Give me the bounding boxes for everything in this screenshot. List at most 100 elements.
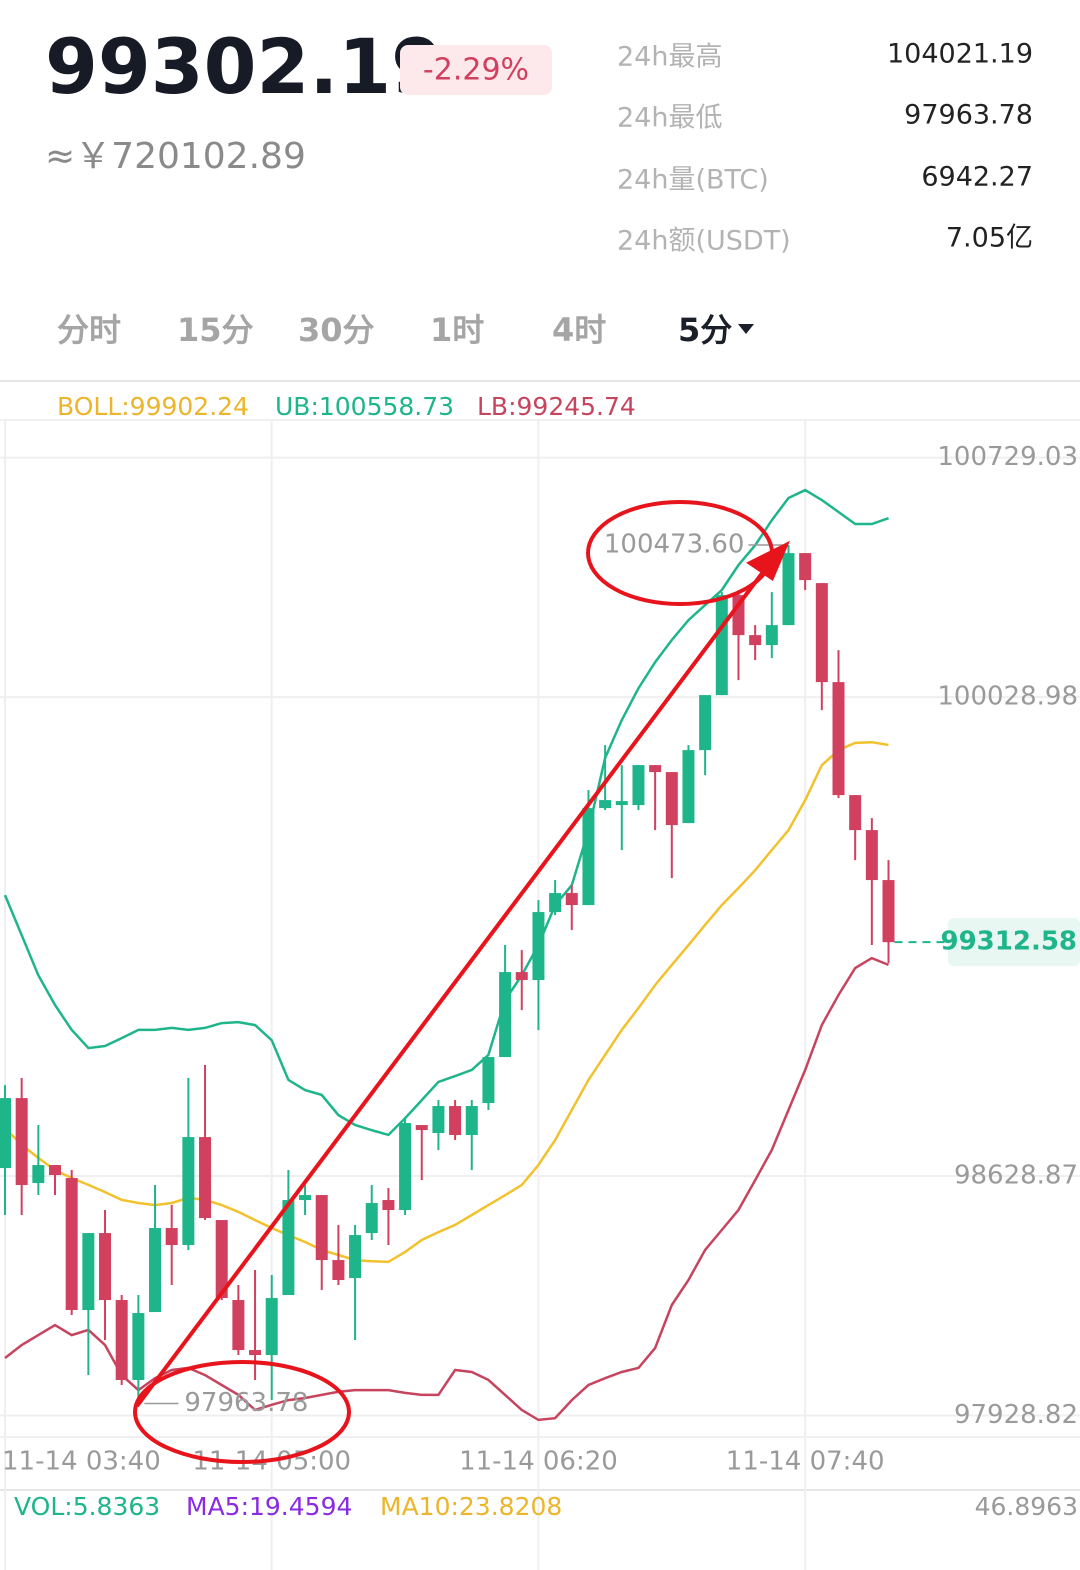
change: -2.29% [423, 53, 529, 88]
x-tick-label: 11-14 07:40 [726, 1447, 885, 1477]
volume-legend: MA10:23.8208 [380, 1492, 562, 1521]
volume-max: 46.8963 [975, 1492, 1078, 1521]
max-label: 100473.60 [604, 529, 745, 559]
circle [133, 1360, 351, 1464]
candle-body [549, 893, 562, 913]
candle-body [815, 583, 828, 683]
min-label: 97963.78 [184, 1388, 308, 1418]
tab[interactable]: 5分 [678, 311, 732, 349]
x-tick-label: 11-14 06:20 [459, 1447, 618, 1477]
candle-body [749, 635, 762, 646]
candle-body [765, 625, 778, 646]
stat-value: 104021.19 [887, 39, 1033, 70]
y-tick-label: 97928.82 [954, 1400, 1078, 1430]
candle-body [365, 1203, 378, 1234]
legend-item: UB:100558.73 [275, 392, 454, 421]
stats: 24h最高 104021.19 24h最低 97963.78 24h量(BTC) 6942… [617, 39, 1033, 257]
tabs: 分时 15分 30分 1时 4时 5分 [57, 311, 754, 349]
candle-body [32, 1165, 45, 1184]
tab[interactable]: 30分 [298, 311, 375, 349]
candle-body [665, 772, 678, 826]
change-badge [400, 45, 552, 95]
candle-body [265, 1298, 278, 1356]
tab[interactable]: 4时 [552, 311, 606, 349]
candle-body [449, 1106, 462, 1136]
y-tick-label: 100729.03 [937, 442, 1078, 472]
candle-body [582, 808, 595, 906]
candle-body [349, 1235, 362, 1279]
stat-value: 6942.27 [921, 162, 1033, 193]
candle-body [0, 1098, 11, 1169]
candle-body [882, 880, 895, 943]
candle-body [215, 1220, 228, 1299]
candle-body [599, 800, 612, 809]
candle-body [865, 830, 878, 881]
stat-label: 24h最低 [617, 103, 722, 134]
band-line [4, 956, 889, 1422]
cny-price: ≈￥720102.89 [45, 136, 306, 177]
candle-body [432, 1106, 445, 1134]
candle-body [15, 1098, 28, 1186]
legend-item: BOLL:99902.24 [57, 392, 249, 421]
candle-body [315, 1195, 328, 1261]
candle-body [299, 1195, 312, 1201]
candle-body [682, 750, 695, 824]
candle-body [99, 1233, 112, 1301]
candle-body [632, 765, 645, 806]
candle-body [332, 1260, 345, 1281]
candle-body [799, 553, 812, 581]
stat-label: 24h最高 [617, 42, 722, 73]
candle-body [399, 1123, 412, 1211]
candle-body [482, 1057, 495, 1104]
candle-body [782, 553, 795, 626]
band-line [4, 740, 889, 1264]
stat-value: 7.05亿 [946, 223, 1033, 254]
stat-label: 24h额(USDT) [617, 226, 791, 257]
band-line [3, 488, 889, 1137]
legend-item: LB:99245.74 [477, 392, 636, 421]
hand-drawn-annotation [133, 500, 790, 1464]
x-tick-label: 11-14 03:40 [2, 1447, 161, 1477]
chart: BOLL:99902.24 UB:100558.73 LB:99245.74 1007… [0, 392, 1080, 1570]
arrow-head [746, 540, 790, 582]
price: 99302.19 [45, 22, 444, 111]
volume-legend: MA5:19.4594 [186, 1492, 352, 1521]
candle-body [149, 1228, 162, 1313]
arrow [135, 558, 774, 1408]
y-tick-label: 98628.87 [954, 1161, 1078, 1191]
candle-body [499, 972, 512, 1058]
candle-body [382, 1200, 395, 1211]
candle-body [832, 682, 845, 796]
last-price: 99312.58 [940, 927, 1077, 957]
candle-body [65, 1178, 78, 1311]
candle-body [232, 1300, 245, 1351]
stat-label: 24h量(BTC) [617, 165, 769, 196]
candle-body [132, 1313, 145, 1381]
candle-body [849, 795, 862, 831]
candle-body [532, 912, 545, 981]
candle-body [715, 595, 728, 696]
candle-body [165, 1228, 178, 1246]
candle-body [699, 695, 712, 751]
candle-body [649, 765, 662, 773]
tab[interactable]: 15分 [177, 311, 254, 349]
candle-body [565, 893, 578, 906]
candle-body [199, 1137, 212, 1219]
candle-body [182, 1137, 195, 1246]
candle-body [49, 1165, 62, 1176]
tab[interactable]: 分时 [57, 311, 121, 349]
candle-body [282, 1200, 295, 1296]
tab[interactable]: 1时 [430, 311, 484, 349]
last-price-box [948, 918, 1080, 967]
y-tick-label: 100028.98 [937, 682, 1078, 712]
candle-body [465, 1106, 478, 1136]
candle-body [415, 1125, 428, 1131]
candle-body [732, 595, 745, 636]
candle-body [115, 1300, 128, 1381]
volume-legend: VOL:5.8363 [14, 1492, 160, 1521]
candle-body [82, 1233, 95, 1311]
candle-body [249, 1350, 262, 1356]
candle-body [515, 972, 528, 981]
